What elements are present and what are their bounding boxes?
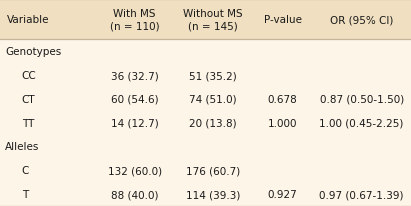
Text: 0.678: 0.678: [268, 94, 298, 104]
Text: 1.000: 1.000: [268, 118, 297, 128]
Text: CT: CT: [22, 94, 35, 104]
Text: P-value: P-value: [263, 15, 302, 25]
Text: CC: CC: [22, 71, 37, 81]
Text: 132 (60.0): 132 (60.0): [108, 165, 162, 176]
Text: 0.87 (0.50-1.50): 0.87 (0.50-1.50): [320, 94, 404, 104]
Text: Variable: Variable: [7, 15, 49, 25]
Text: 0.97 (0.67-1.39): 0.97 (0.67-1.39): [319, 189, 404, 199]
Text: OR (95% CI): OR (95% CI): [330, 15, 393, 25]
Text: 14 (12.7): 14 (12.7): [111, 118, 159, 128]
Text: With MS
(n = 110): With MS (n = 110): [110, 9, 159, 32]
Text: 0.927: 0.927: [268, 189, 298, 199]
Text: 20 (13.8): 20 (13.8): [189, 118, 236, 128]
Text: TT: TT: [22, 118, 34, 128]
Text: C: C: [22, 165, 29, 176]
Text: 88 (40.0): 88 (40.0): [111, 189, 158, 199]
Text: 51 (35.2): 51 (35.2): [189, 71, 237, 81]
Text: 74 (51.0): 74 (51.0): [189, 94, 236, 104]
Text: 36 (32.7): 36 (32.7): [111, 71, 159, 81]
Text: T: T: [22, 189, 28, 199]
Text: Genotypes: Genotypes: [5, 47, 62, 57]
Text: 60 (54.6): 60 (54.6): [111, 94, 158, 104]
Bar: [0, 0, 411, 40]
Text: 1.00 (0.45-2.25): 1.00 (0.45-2.25): [319, 118, 404, 128]
Text: Without MS
(n = 145): Without MS (n = 145): [183, 9, 242, 32]
Text: 176 (60.7): 176 (60.7): [186, 165, 240, 176]
Text: Alleles: Alleles: [5, 142, 40, 152]
Text: 114 (39.3): 114 (39.3): [185, 189, 240, 199]
